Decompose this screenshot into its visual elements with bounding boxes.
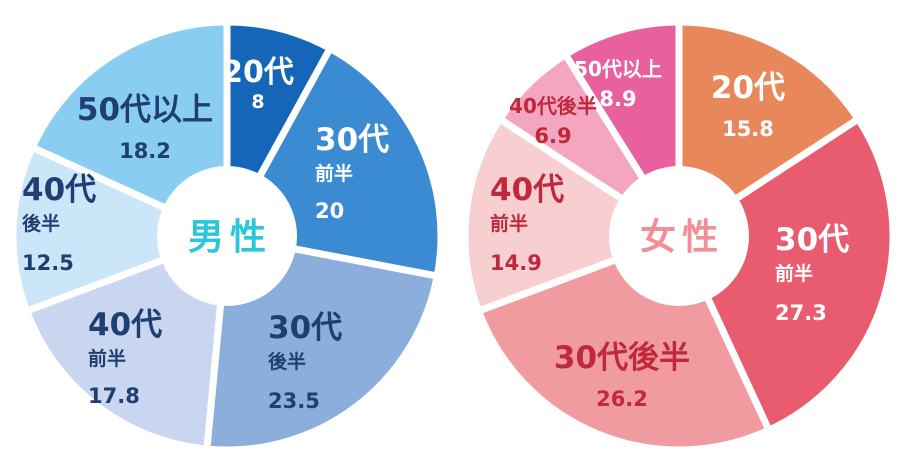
slice-label: 40代後半	[509, 94, 597, 118]
chart-title: 男性	[188, 217, 272, 258]
slice-value-label: 8	[251, 91, 264, 113]
donut-center	[609, 166, 749, 306]
slice-label: 40代	[490, 172, 564, 208]
pie-slice	[675, 115, 897, 434]
slice-value-label: 17.8	[88, 384, 140, 408]
slice-value-label: 23.5	[268, 389, 320, 413]
female-donut-chart: 女性20代15.830代前半27.330代後半26.240代前半14.940代後…	[461, 18, 897, 454]
slice-label: 20代	[711, 70, 785, 106]
pie-slice	[9, 143, 231, 315]
slice-label: 40代	[88, 307, 162, 343]
slice-label: 20代	[222, 55, 294, 90]
slice-sublabel: 前半	[88, 347, 126, 370]
slice-sublabel: 後半	[268, 350, 306, 373]
slice-label: 40代	[22, 172, 96, 208]
male-donut-chart: 男性20代830代前半2030代後半23.540代前半17.840代後半12.5…	[9, 18, 445, 454]
slice-sublabel: 後半	[22, 212, 60, 235]
slice-value-label: 12.5	[22, 251, 74, 275]
pie-slice	[23, 232, 231, 453]
pie-slice	[28, 18, 231, 240]
slice-sublabel: 前半	[315, 162, 353, 185]
slice-value-label: 26.2	[596, 387, 648, 411]
slice-value-label: 14.9	[490, 251, 542, 275]
slice-label: 50代以上	[77, 92, 213, 128]
slice-label: 30代	[775, 222, 849, 258]
donut-center	[157, 166, 297, 306]
slice-value-label: 6.9	[534, 124, 571, 148]
slice-label: 30代後半	[554, 340, 690, 376]
slice-label: 50代以上	[574, 57, 662, 81]
slice-value-label: 8.9	[599, 87, 636, 111]
slice-label: 30代	[268, 310, 342, 346]
slice-value-label: 27.3	[775, 301, 827, 325]
slice-label: 30代	[315, 122, 389, 158]
slice-value-label: 20	[315, 199, 344, 223]
pie-slice	[461, 115, 683, 315]
slice-sublabel: 前半	[490, 212, 528, 235]
slice-value-label: 15.8	[722, 117, 774, 141]
chart-title: 女性	[640, 217, 724, 258]
slice-sublabel: 前半	[775, 262, 813, 285]
slice-value-label: 18.2	[119, 139, 171, 163]
